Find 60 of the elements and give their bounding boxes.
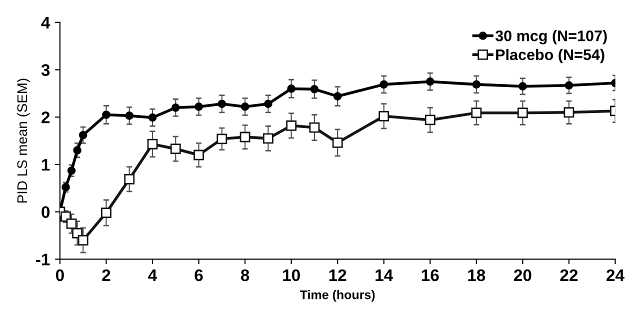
x-tick-label: 6 xyxy=(194,269,203,282)
x-tick-label: 24 xyxy=(606,269,624,281)
point xyxy=(472,80,481,89)
x-tick-label: 22 xyxy=(560,269,578,281)
y-tick-label: 3 xyxy=(41,64,50,76)
point xyxy=(380,80,388,89)
point xyxy=(194,150,204,160)
point xyxy=(67,166,76,175)
x-tick-label: 2 xyxy=(102,269,110,281)
point xyxy=(517,108,528,118)
point xyxy=(564,81,574,90)
legend-label: Placebo (N=54) xyxy=(496,48,604,64)
point xyxy=(78,130,88,140)
point xyxy=(333,92,342,100)
x-tick-label: 18 xyxy=(468,269,486,282)
y-tick-label: 1 xyxy=(42,159,50,171)
point xyxy=(125,112,134,120)
point xyxy=(426,77,434,86)
point xyxy=(310,85,319,94)
point xyxy=(101,208,112,218)
legend-label: 30 mcg (N=107) xyxy=(495,30,607,44)
x-tick-label: 20 xyxy=(514,269,532,282)
point xyxy=(564,107,574,118)
point xyxy=(194,102,203,111)
point xyxy=(218,100,226,108)
point xyxy=(78,235,88,246)
x-tick-label: 8 xyxy=(240,269,250,282)
x-tick-label: 10 xyxy=(283,269,300,282)
x-tick-label: 12 xyxy=(329,269,346,281)
point xyxy=(66,218,77,229)
point xyxy=(309,122,320,133)
x-tick-label: 16 xyxy=(422,269,439,282)
point xyxy=(170,144,181,154)
point xyxy=(286,120,297,131)
point xyxy=(518,82,527,91)
point xyxy=(216,134,228,144)
x-axis-title: Time (hours) xyxy=(300,290,375,302)
y-tick-label: 2 xyxy=(42,112,50,124)
point xyxy=(102,110,110,119)
point xyxy=(124,174,135,184)
point xyxy=(332,137,343,148)
point xyxy=(424,114,436,126)
point xyxy=(287,84,296,93)
point xyxy=(471,108,482,118)
x-tick-label: 4 xyxy=(148,270,158,281)
point xyxy=(73,146,82,154)
x-tick-label: 14 xyxy=(376,270,394,281)
point xyxy=(147,138,158,150)
y-axis-title: PID LS mean (SEM) xyxy=(16,78,30,203)
point xyxy=(378,110,390,122)
point xyxy=(240,132,250,142)
y-tick-label: -1 xyxy=(36,254,50,266)
x-tick-label: 0 xyxy=(56,269,64,282)
point xyxy=(240,102,250,111)
y-tick-label: 0 xyxy=(42,206,50,218)
point xyxy=(264,100,272,108)
y-tick-label: 4 xyxy=(41,16,50,28)
point xyxy=(171,103,180,112)
point xyxy=(148,113,157,122)
point xyxy=(262,133,274,144)
